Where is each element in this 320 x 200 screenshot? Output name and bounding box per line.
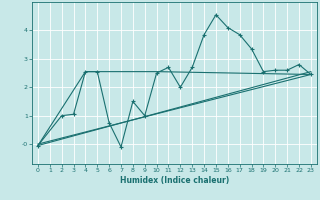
X-axis label: Humidex (Indice chaleur): Humidex (Indice chaleur) [120, 176, 229, 185]
